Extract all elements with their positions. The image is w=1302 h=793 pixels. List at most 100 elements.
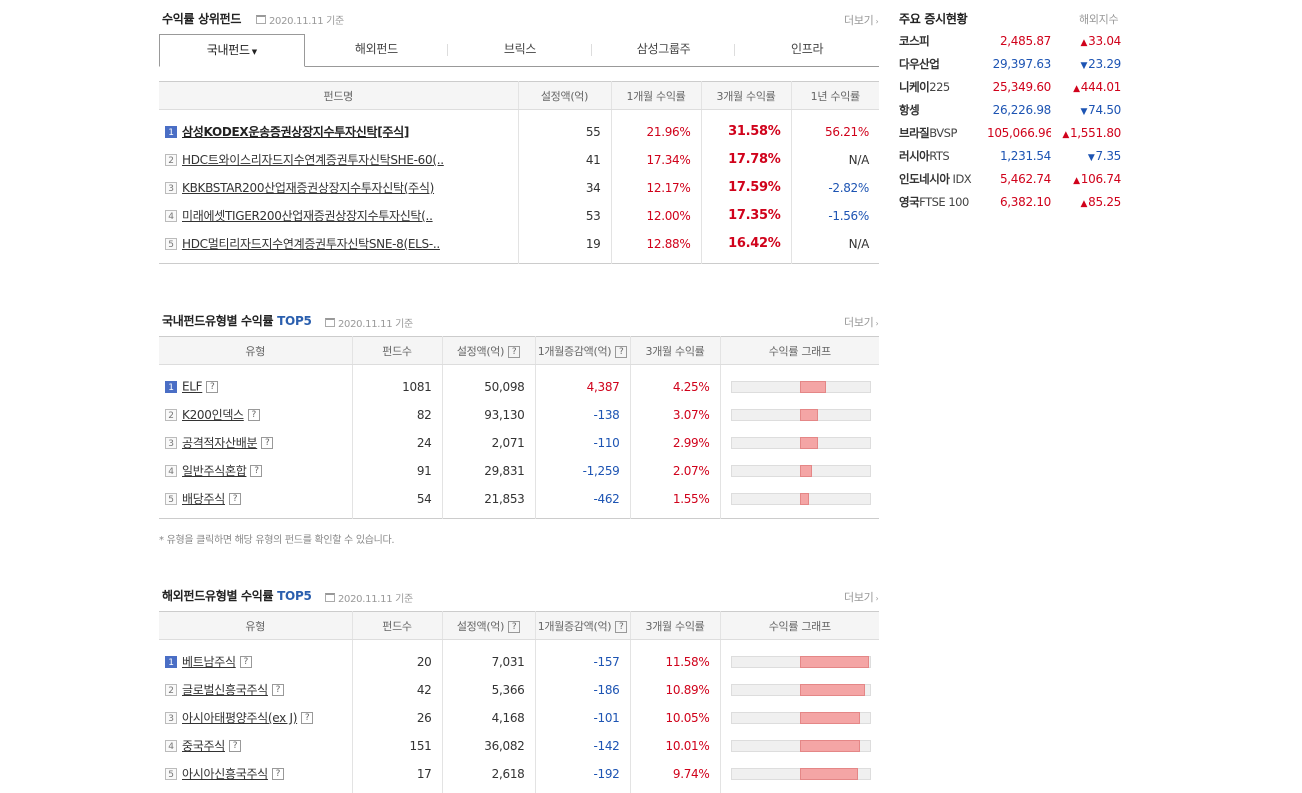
domestic-type-more-link[interactable]: 더보기 › [844,314,879,330]
market-row[interactable]: 러시아RTS 1,231.54 ▼7.35 [899,144,1121,167]
type-name-link[interactable]: 배당주식 [182,492,225,506]
help-icon[interactable]: ? [261,436,274,449]
return-bar [730,408,871,421]
fund-name-link[interactable]: KBKBSTAR200산업재증권상장지수투자신탁(주식) [182,181,435,195]
fund-name-link[interactable]: 미래에셋TIGER200산업재증권상장지수투자신탁(.. [182,209,433,223]
market-overseas-index-link[interactable]: 해외지수 [1079,13,1119,26]
fund-category-tabs: 국내펀드 ▼ 해외펀드 브릭스 삼성그룹주 인프라 [159,34,879,67]
triangle-up-icon: ▲ [1080,198,1088,209]
return-bar-fill [799,436,818,449]
type-name-link[interactable]: 베트남주식 [182,655,236,669]
return-bar-fill [799,380,826,393]
market-row[interactable]: 코스피 2,485.87 ▲33.04 [899,29,1121,52]
amount-cell: 93,130 [442,400,536,429]
type-name-link[interactable]: 아시아태평양주식(ex J) [182,711,298,725]
table-row: 3 공격적자산배분? 24 2,071 -110 2.99% [159,428,879,457]
delta-cell: -192 [535,759,631,788]
type-name-link[interactable]: 아시아신흥국주식 [182,767,268,781]
table-row: 5 HDC멀티리자드지수연계증권투자신탁SNE-8(ELS-.. 19 12.88… [159,229,879,258]
col-delta: 1개월증감액(억)? [535,611,631,640]
help-icon[interactable]: ? [508,345,521,358]
rank-badge: 2 [165,153,177,166]
help-icon[interactable]: ? [228,739,241,752]
graph-cell [720,485,879,513]
top-funds-title: 수익률 상위펀드 [162,12,242,26]
help-icon[interactable]: ? [271,683,284,696]
top-funds-more-link[interactable]: 더보기 › [844,12,879,28]
market-name-suffix: IDX [949,171,972,186]
help-icon[interactable]: ? [250,464,263,477]
market-row[interactable]: 인도네시아 IDX 5,462.74 ▲106.74 [899,167,1121,190]
calendar-icon [256,15,266,24]
market-name-main: 영국 [899,194,920,209]
rank-badge: 3 [165,181,177,194]
overseas-type-title: 해외펀드유형별 수익률 TOP5 [162,587,312,604]
market-change: ▼74.50 [1051,98,1121,121]
count-cell: 1081 [352,372,443,401]
triangle-up-icon: ▲ [1073,175,1080,186]
market-name: 브라질BVSP [899,121,987,144]
change-value: 106.74 [1080,171,1121,186]
tab-infra[interactable]: 인프라 [791,42,824,56]
market-row[interactable]: 항셍 26,226.98 ▼74.50 [899,98,1121,121]
change-value: 85.25 [1088,194,1121,209]
help-icon[interactable]: ? [239,655,252,668]
market-change: ▼23.29 [1051,52,1121,75]
top-funds-table: 펀드명 설정액(억) 1개월 수익률 3개월 수익률 1년 수익률 1 삼성KOD… [159,81,879,264]
type-name-link[interactable]: 중국주식 [182,739,225,753]
type-name-link[interactable]: ELF [182,379,203,394]
market-row[interactable]: 브라질BVSP 105,066.96 ▲1,551.80 [899,121,1121,144]
market-row[interactable]: 다우산업 29,397.63 ▼23.29 [899,52,1121,75]
help-icon[interactable]: ? [615,345,628,358]
m3-cell: 2.07% [630,456,721,485]
market-value: 2,485.87 [999,33,1051,48]
graph-cell [720,457,879,485]
type-name-link[interactable]: K200인덱스 [182,408,244,422]
fund-name-link[interactable]: 삼성KODEX운송증권상장지수투자신탁[주식] [182,125,410,139]
help-icon[interactable]: ? [271,767,284,780]
count-cell: 42 [352,675,443,704]
change-value: 33.04 [1088,33,1121,48]
col-amount: 설정액(억) [518,81,612,110]
market-value: 25,349.60 [992,79,1051,94]
market-value: 105,066.96 [987,125,1051,140]
market-row[interactable]: 영국FTSE 100 6,382.10 ▲85.25 [899,190,1121,213]
help-icon[interactable]: ? [508,620,521,633]
overseas-type-more-link[interactable]: 더보기 › [844,589,879,605]
col-1m-return: 1개월 수익률 [611,81,702,110]
market-value: 26,226.98 [992,102,1051,117]
help-icon[interactable]: ? [615,620,628,633]
rank-badge: 3 [165,711,177,724]
tab-overseas[interactable]: 해외펀드 [305,34,449,66]
col-type: 유형 [159,336,353,365]
m1-cell: 12.17% [611,173,702,202]
triangle-up-icon: ▲ [1080,37,1088,48]
market-name-main: 인도네시아 [899,171,950,186]
type-name-link[interactable]: 글로벌신흥국주식 [182,683,268,697]
help-icon[interactable]: ? [206,380,219,393]
market-name-main: 항셍 [899,102,920,117]
table-row: 2 K200인덱스? 82 93,130 -138 3.07% [159,400,879,429]
rank-badge: 5 [165,237,177,250]
tab-brics[interactable]: 브릭스 [448,34,592,66]
m3-cell: 4.25% [630,372,721,401]
help-icon[interactable]: ? [301,711,314,724]
change-value: 7.35 [1095,148,1121,163]
tab-domestic[interactable]: 국내펀드 ▼ [159,34,305,67]
col-fund-name: 펀드명 [159,81,519,110]
help-icon[interactable]: ? [228,492,241,505]
return-bar [730,655,871,668]
count-cell: 20 [352,647,443,676]
fund-name-link[interactable]: HDC멀티리자드지수연계증권투자신탁SNE-8(ELS-.. [182,237,440,251]
amount-cell: 36,082 [442,731,536,760]
fund-name-link[interactable]: HDC트와이스리자드지수연계증권투자신탁SHE-60(.. [182,153,444,167]
help-icon[interactable]: ? [247,408,260,421]
type-name-link[interactable]: 일반주식혼합 [182,464,247,478]
rank-badge: 2 [165,683,177,696]
type-name-link[interactable]: 공격적자산배분 [182,436,258,450]
market-change: ▲106.74 [1051,167,1121,190]
m1-cell: 12.00% [611,201,702,230]
m3-cell: 10.05% [630,703,721,732]
market-row[interactable]: 니케이225 25,349.60 ▲444.01 [899,75,1121,98]
tab-samsung-group[interactable]: 삼성그룹주 [592,34,736,66]
